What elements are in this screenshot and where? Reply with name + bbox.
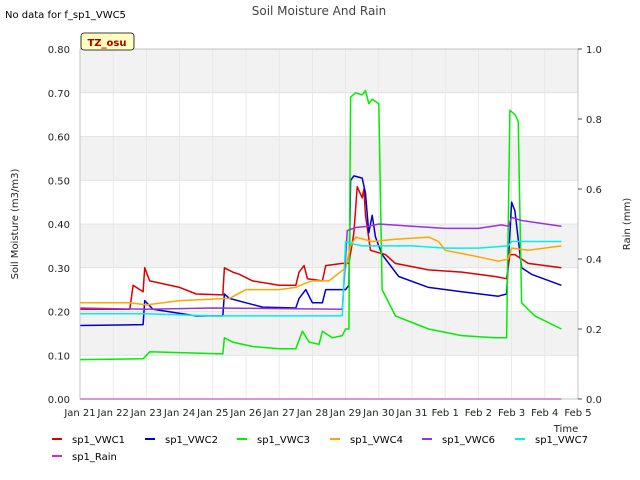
- y2-tick-label: 0.6: [586, 185, 602, 196]
- series-line-sp1_VWC4: [80, 236, 562, 306]
- chart-title: Soil Moisture And Rain: [252, 4, 387, 18]
- x-tick-label: Feb 5: [564, 408, 591, 419]
- series-line-sp1_VWC6: [79, 216, 562, 311]
- x-tick-label: Jan 31: [395, 408, 427, 419]
- y-tick-label: 0.60: [48, 133, 70, 144]
- y-tick-label: 0.80: [48, 45, 70, 56]
- x-axis-ticks: Jan 21 Jan 22 Jan 23 Jan 24 Jan 25 Jan 26 Jan …: [63, 408, 591, 419]
- x-tick-label: Feb 3: [498, 408, 525, 419]
- x-tick-label: Feb 1: [432, 408, 459, 419]
- series-line-sp1_VWC7: [80, 240, 562, 317]
- y2-axis-ticks: 0.0 0.2 0.4 0.6 0.8 1.0: [578, 45, 602, 406]
- y2-tick-label: 0.0: [586, 395, 602, 406]
- x-tick-label: Jan 25: [196, 408, 228, 419]
- plot-band: [80, 180, 578, 224]
- legend: sp1_VWC1 sp1_VWC2 sp1_VWC3 sp1_VWC4 sp1_VWC6…: [52, 435, 588, 463]
- series-line-sp1_VWC1: [80, 186, 562, 311]
- plot-frame: [79, 48, 579, 400]
- x-tick-label: Jan 23: [130, 408, 162, 419]
- x-tick-label: Jan 30: [362, 408, 394, 419]
- y-axis-ticks: 0.00 0.10 0.20 0.30 0.40 0.50 0.60 0.70 0.80: [48, 45, 70, 406]
- y2-axis-title: Rain (mm): [622, 198, 633, 251]
- x-tick-label: Jan 29: [329, 408, 361, 419]
- x-tick-label: Jan 26: [229, 408, 261, 419]
- site-label-box: TZ_osu: [80, 32, 135, 51]
- legend-label-sp1_VWC4: sp1_VWC4: [350, 435, 403, 446]
- plot-band: [80, 136, 578, 181]
- y-tick-label: 0.70: [48, 89, 70, 100]
- y-tick-label: 0.10: [48, 351, 70, 362]
- legend-label-sp1_VWC1: sp1_VWC1: [72, 435, 125, 446]
- series-line-sp1_VWC3: [79, 89, 562, 361]
- y2-tick-label: 0.4: [586, 255, 602, 266]
- plot-background: [80, 49, 578, 399]
- legend-label-sp1_VWC6: sp1_VWC6: [442, 435, 495, 446]
- x-tick-label: Jan 22: [97, 408, 129, 419]
- x-tick-label: Jan 27: [263, 408, 295, 419]
- no-data-note: No data for f_sp1_VWC5: [5, 10, 126, 21]
- y-axis-title: Soil Moisture (m3/m3): [10, 169, 21, 280]
- site-label-frame: [80, 32, 135, 51]
- y2-tick-label: 0.2: [586, 325, 602, 336]
- legend-label-sp1_VWC3: sp1_VWC3: [257, 435, 310, 446]
- y-tick-label: 0.00: [48, 395, 70, 406]
- y2-tick-label: 0.8: [586, 115, 602, 126]
- site-label: TZ_osu: [87, 38, 126, 49]
- plot-band: [80, 311, 578, 356]
- x-tick-label: Feb 2: [465, 408, 492, 419]
- y2-tick-label: 1.0: [586, 45, 602, 56]
- y-tick-label: 0.40: [48, 220, 70, 231]
- legend-label-sp1_Rain: sp1_Rain: [72, 452, 117, 463]
- plot-band: [80, 49, 578, 93]
- y-tick-label: 0.30: [48, 264, 70, 275]
- x-tick-label: Jan 24: [163, 408, 195, 419]
- plot-band: [80, 355, 578, 399]
- x-tick-label: Feb 4: [531, 408, 558, 419]
- legend-label-sp1_VWC7: sp1_VWC7: [535, 435, 588, 446]
- y-tick-label: 0.20: [48, 308, 70, 319]
- x-tick-label: Jan 21: [63, 408, 95, 419]
- y-tick-label: 0.50: [48, 176, 70, 187]
- x-tick-label: Jan 28: [296, 408, 328, 419]
- x-axis-title: Time: [553, 424, 578, 435]
- plot-band: [80, 92, 578, 137]
- legend-label-sp1_VWC2: sp1_VWC2: [165, 435, 218, 446]
